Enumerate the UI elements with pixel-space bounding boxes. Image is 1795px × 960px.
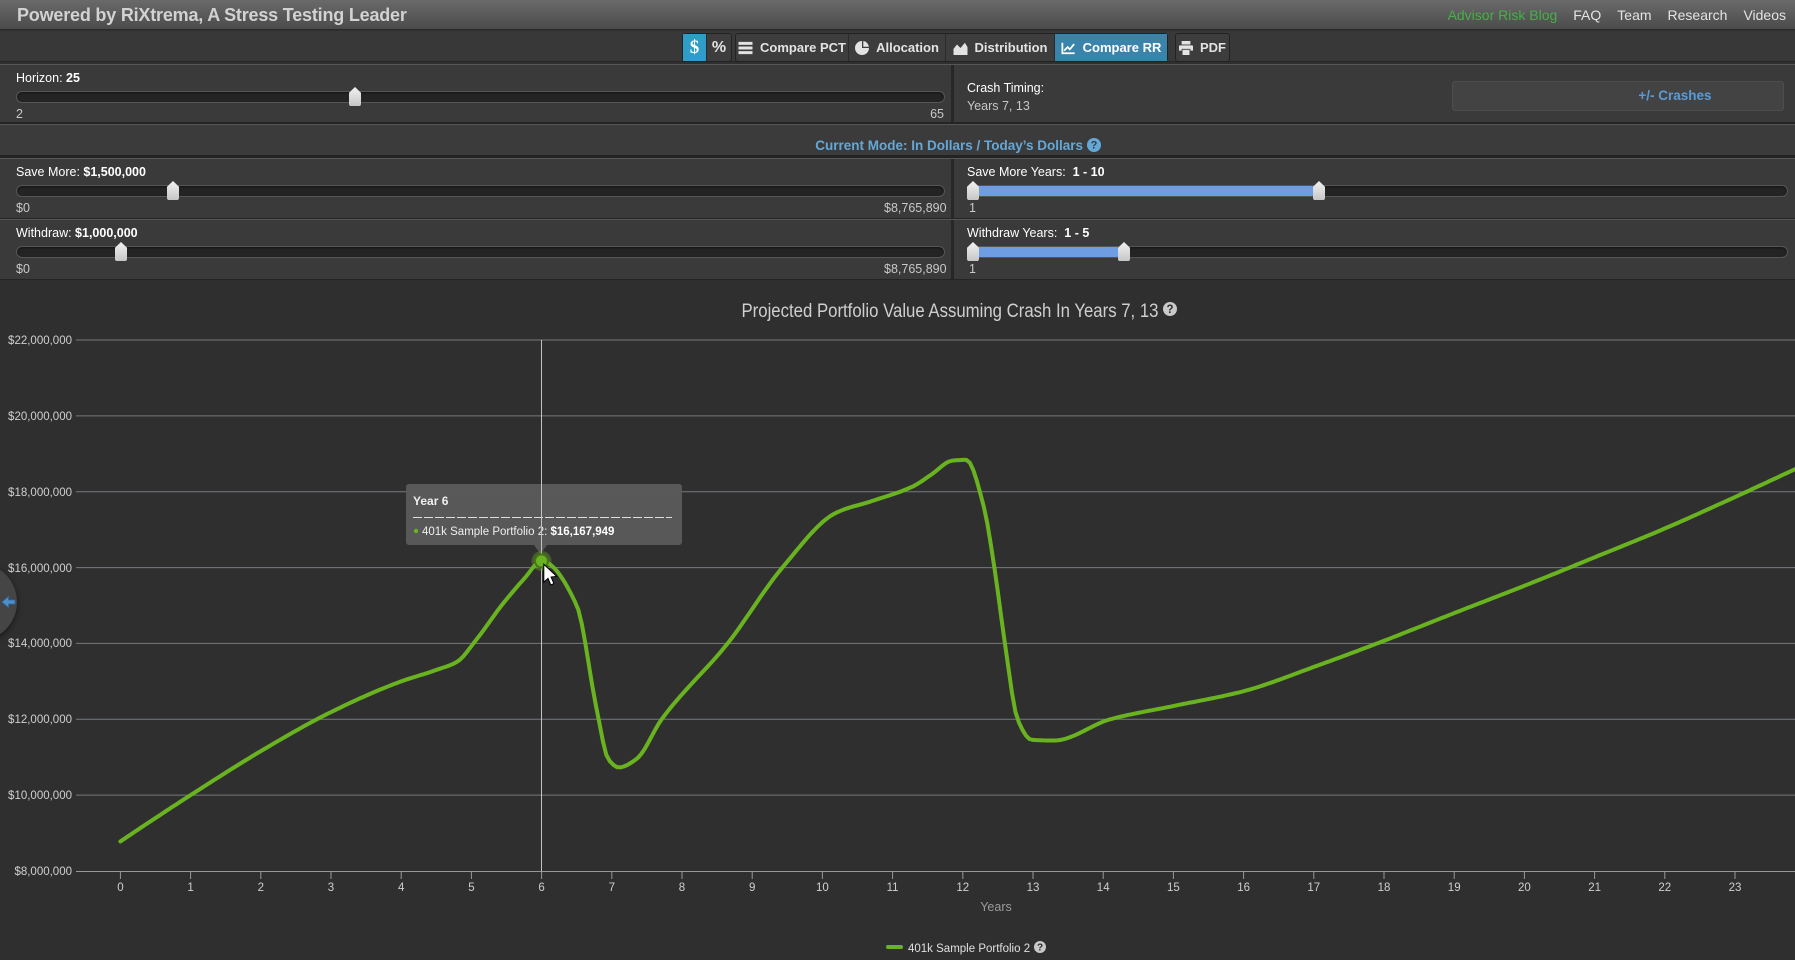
svg-text:9: 9: [749, 882, 755, 894]
svg-text:2: 2: [258, 882, 264, 894]
svg-text:401k Sample Portfolio 2: $16,1: 401k Sample Portfolio 2: $16,167,949: [422, 526, 614, 538]
svg-text:13: 13: [1027, 882, 1040, 894]
svg-text:12: 12: [956, 882, 969, 894]
svg-text:$14,000,000: $14,000,000: [8, 638, 72, 650]
svg-text:1: 1: [187, 882, 193, 894]
svg-text:17: 17: [1307, 882, 1320, 894]
svg-text:?: ?: [1037, 943, 1043, 954]
svg-text:22: 22: [1658, 882, 1671, 894]
svg-text:Projected Portfolio Value Assu: Projected Portfolio Value Assuming Crash…: [742, 301, 1159, 322]
svg-text:21: 21: [1588, 882, 1601, 894]
svg-text:3: 3: [328, 882, 334, 894]
svg-text:18: 18: [1378, 882, 1391, 894]
svg-text:$18,000,000: $18,000,000: [8, 487, 72, 499]
svg-text:23: 23: [1729, 882, 1742, 894]
svg-text:14: 14: [1097, 882, 1110, 894]
svg-text:8: 8: [679, 882, 685, 894]
svg-text:$20,000,000: $20,000,000: [8, 411, 72, 423]
svg-text:$8,000,000: $8,000,000: [14, 866, 72, 878]
svg-text:16: 16: [1237, 882, 1250, 894]
svg-text:$16,000,000: $16,000,000: [8, 563, 72, 575]
svg-text:Year 6: Year 6: [413, 494, 449, 508]
svg-text:5: 5: [468, 882, 474, 894]
svg-text:$10,000,000: $10,000,000: [8, 790, 72, 802]
svg-text:7: 7: [609, 882, 615, 894]
svg-text:6: 6: [538, 882, 544, 894]
svg-text:10: 10: [816, 882, 829, 894]
svg-text:401k Sample Portfolio 2: 401k Sample Portfolio 2: [908, 943, 1030, 955]
svg-text:11: 11: [887, 882, 899, 894]
svg-text:?: ?: [1090, 140, 1097, 152]
svg-text:?: ?: [1166, 304, 1173, 316]
svg-text:20: 20: [1518, 882, 1531, 894]
svg-text:Years: Years: [980, 900, 1012, 914]
svg-text:$12,000,000: $12,000,000: [8, 714, 72, 726]
svg-text:15: 15: [1167, 882, 1180, 894]
svg-text:4: 4: [398, 882, 405, 894]
svg-text:0: 0: [117, 882, 123, 894]
svg-text:$22,000,000: $22,000,000: [8, 335, 72, 347]
svg-text:19: 19: [1448, 882, 1461, 894]
